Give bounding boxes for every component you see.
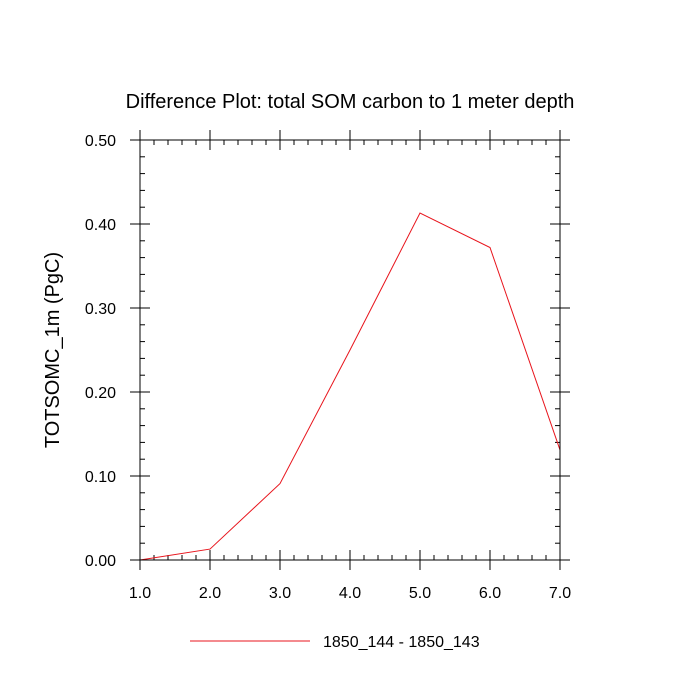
y-tick-label: 0.00 xyxy=(85,553,116,570)
x-tick-label: 1.0 xyxy=(129,585,151,602)
x-tick-label: 4.0 xyxy=(339,585,361,602)
x-tick-label: 6.0 xyxy=(479,585,501,602)
y-tick-label: 0.30 xyxy=(85,301,116,318)
chart-title: Difference Plot: total SOM carbon to 1 m… xyxy=(126,91,575,113)
legend-label: 1850_144 - 1850_143 xyxy=(323,634,480,651)
series-line xyxy=(139,212,561,561)
x-tick-label: 3.0 xyxy=(269,585,291,602)
y-tick-label: 0.10 xyxy=(85,469,116,486)
x-tick-label: 2.0 xyxy=(199,585,221,602)
plot-frame xyxy=(139,139,561,561)
y-tick-label: 0.40 xyxy=(85,217,116,234)
tick-labels: 1.0 2.0 3.0 4.0 5.0 6.0 7.0 0.00 0.10 0.20 0.30 0.4… xyxy=(85,133,571,602)
y-axis-label: TOTSOMC_1m (PgC) xyxy=(42,252,64,448)
legend: 1850_144 - 1850_143 xyxy=(190,634,480,651)
x-tick-label: 7.0 xyxy=(549,585,571,602)
series-layer xyxy=(139,212,561,561)
y-tick-label: 0.50 xyxy=(85,133,116,150)
y-tick-label: 0.20 xyxy=(85,385,116,402)
x-tick-label: 5.0 xyxy=(409,585,431,602)
